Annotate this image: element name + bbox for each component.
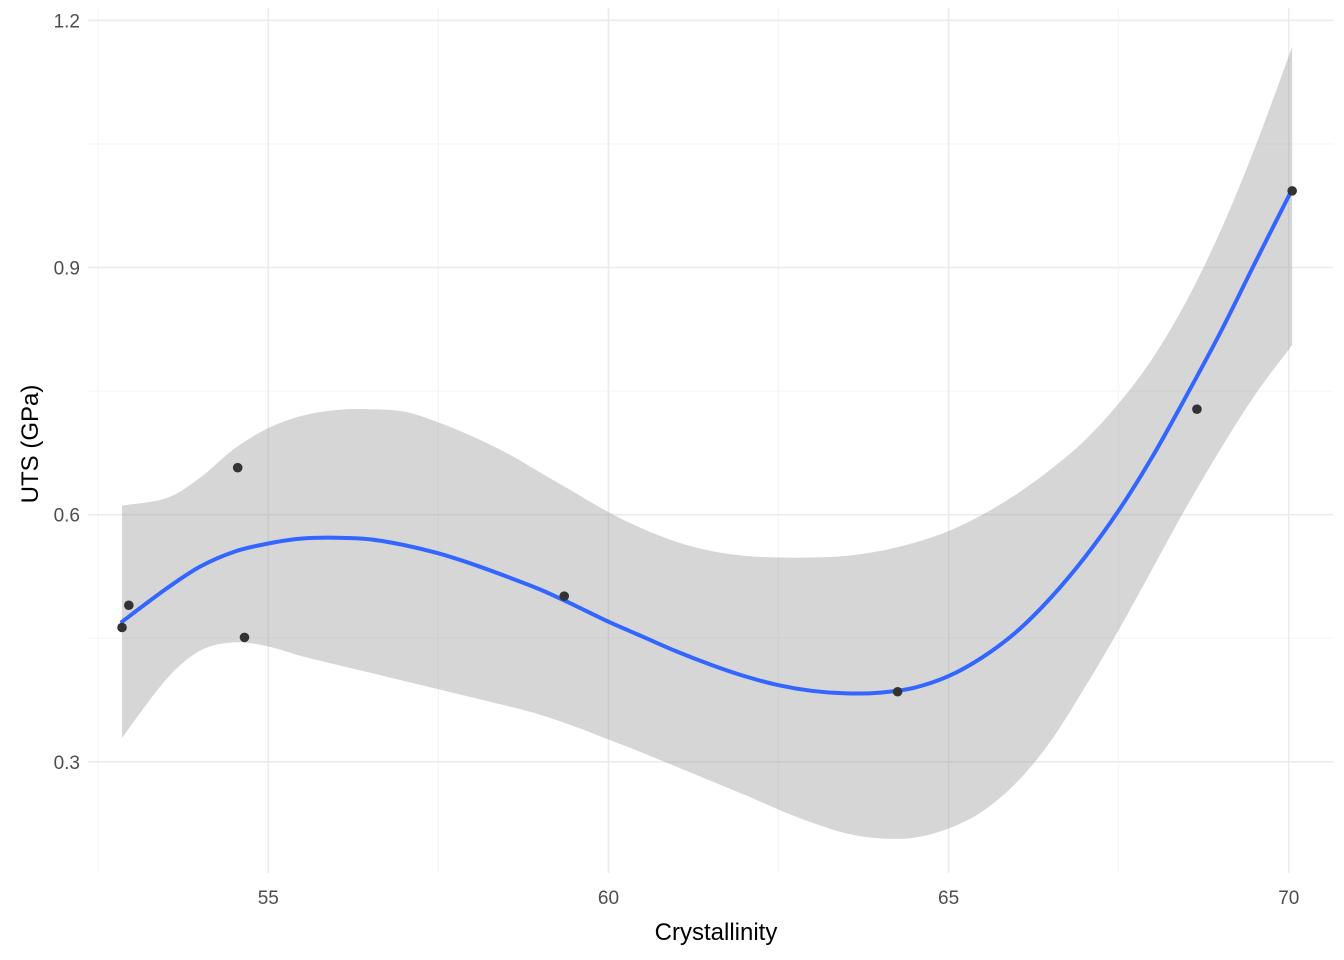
x-tick-label: 65 — [938, 888, 959, 909]
x-axis-ticks: 55 60 65 70 — [258, 888, 1300, 909]
y-axis-title: UTS (GPa) — [17, 385, 44, 504]
minor-grid — [88, 8, 1333, 873]
y-tick-label: 0.9 — [54, 259, 80, 280]
smooth-curve — [120, 187, 1295, 696]
x-tick-label: 60 — [598, 888, 619, 909]
data-point — [892, 686, 903, 697]
data-points — [117, 186, 1297, 697]
confidence-band — [122, 46, 1293, 839]
smooth-line — [120, 187, 1295, 696]
x-axis-title: Crystallinity — [655, 919, 778, 946]
confidence-band-area — [122, 46, 1293, 839]
y-axis-ticks: 0.3 0.6 0.9 1.2 — [54, 11, 80, 773]
data-point — [1192, 404, 1202, 414]
y-tick-label: 0.6 — [54, 506, 80, 527]
data-point — [232, 462, 243, 473]
y-tick-label: 1.2 — [54, 11, 80, 32]
data-point — [1287, 186, 1297, 196]
data-point — [239, 632, 250, 643]
data-point — [117, 622, 127, 633]
y-tick-label: 0.3 — [54, 753, 80, 774]
major-grid — [88, 8, 1333, 873]
x-tick-label: 70 — [1278, 888, 1299, 909]
data-point — [559, 591, 570, 601]
data-point — [124, 600, 134, 611]
x-tick-label: 55 — [258, 888, 279, 909]
